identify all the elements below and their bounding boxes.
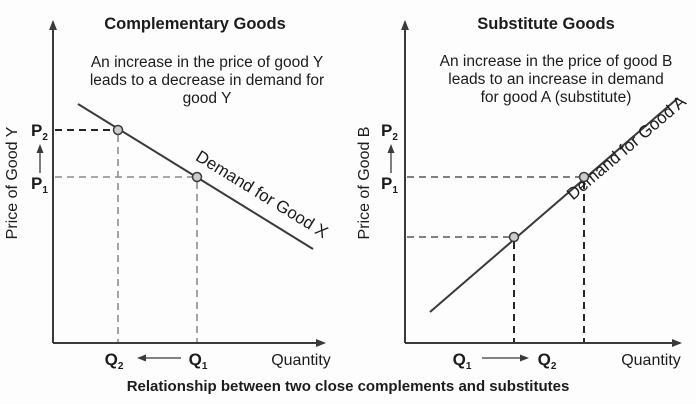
left-p2-q2-point — [112, 124, 124, 136]
right-initial-point — [508, 231, 520, 243]
left-q1-label: Q1 — [189, 350, 208, 372]
right-q2-label: Q2 — [538, 350, 557, 372]
left-p1-label: P1 — [31, 174, 48, 196]
right-demand-curve-label: Demand for Good A — [563, 91, 690, 203]
right-description-line-3: for good A (substitute) — [481, 89, 632, 106]
right-p1-q2-point — [578, 171, 590, 183]
left-p1-q1-point — [191, 171, 203, 183]
left-description-line-2: leads to a decrease in demand for — [90, 72, 324, 89]
right-description-line-2: leads to an increase in demand — [448, 71, 663, 88]
left-panel-title: Complementary Goods — [104, 15, 286, 33]
right-q1-label: Q1 — [453, 350, 472, 372]
right-p2-label: P2 — [381, 121, 398, 143]
left-panel: Complementary Goods An increase in the p… — [4, 15, 331, 372]
right-panel: Substitute Goods An increase in the pric… — [356, 15, 690, 372]
right-panel-title: Substitute Goods — [477, 15, 615, 33]
right-demand-curve — [429, 97, 679, 313]
left-p2-label: P2 — [31, 121, 48, 143]
left-demand-curve-label: Demand for Good X — [192, 147, 331, 242]
right-description-line-1: An increase in the price of good B — [440, 53, 673, 70]
right-y-axis-label: Price of Good B — [356, 127, 373, 240]
left-description-line-1: An increase in the price of good Y — [91, 54, 323, 71]
left-description-line-3: good Y — [183, 90, 232, 107]
figure-caption: Relationship between two close complemen… — [127, 378, 570, 395]
right-x-axis-label: Quantity — [621, 352, 681, 369]
left-y-axis-label: Price of Good Y — [4, 126, 21, 239]
right-p1-label: P1 — [381, 174, 398, 196]
left-x-axis-label: Quantity — [271, 352, 331, 369]
left-q2-label: Q2 — [105, 350, 124, 372]
